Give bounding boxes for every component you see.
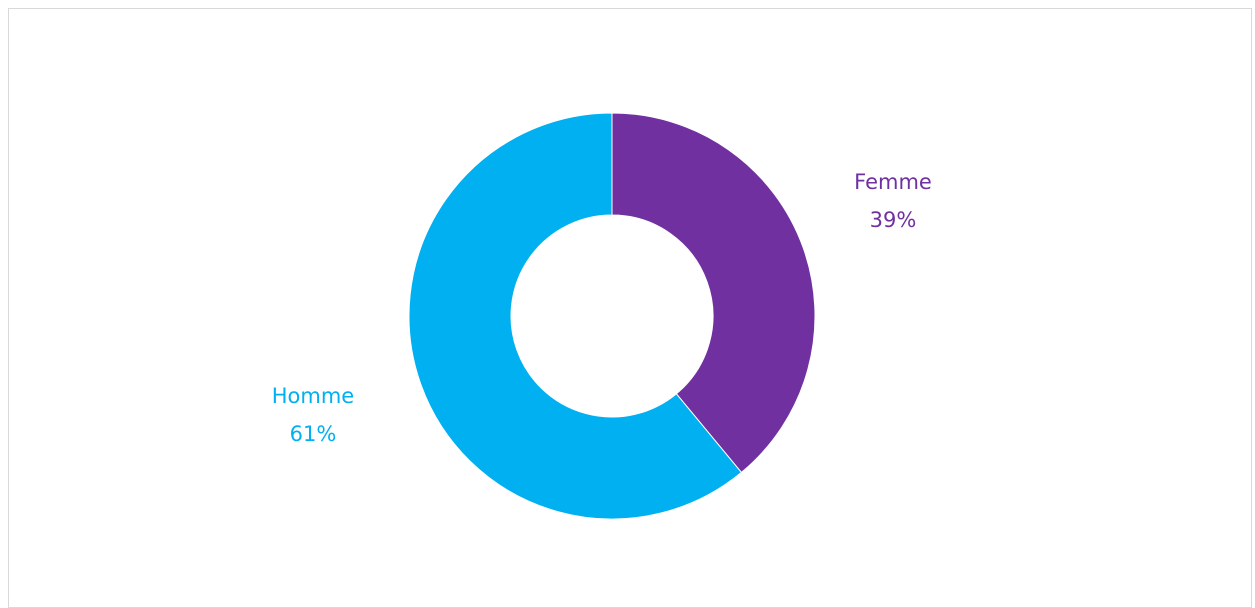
label-value-femme: 39%: [870, 208, 917, 232]
donut-slices: [408, 112, 816, 520]
data-labels: Femme 39% Homme 61%: [272, 170, 932, 446]
label-name-femme: Femme: [854, 170, 932, 194]
slice-femme: [611, 112, 816, 474]
slice-homme: [408, 112, 743, 520]
data-label-homme: Homme 61%: [272, 384, 354, 446]
label-name-homme: Homme: [272, 384, 354, 408]
label-value-homme: 61%: [290, 422, 337, 446]
data-label-femme: Femme 39%: [854, 170, 932, 232]
